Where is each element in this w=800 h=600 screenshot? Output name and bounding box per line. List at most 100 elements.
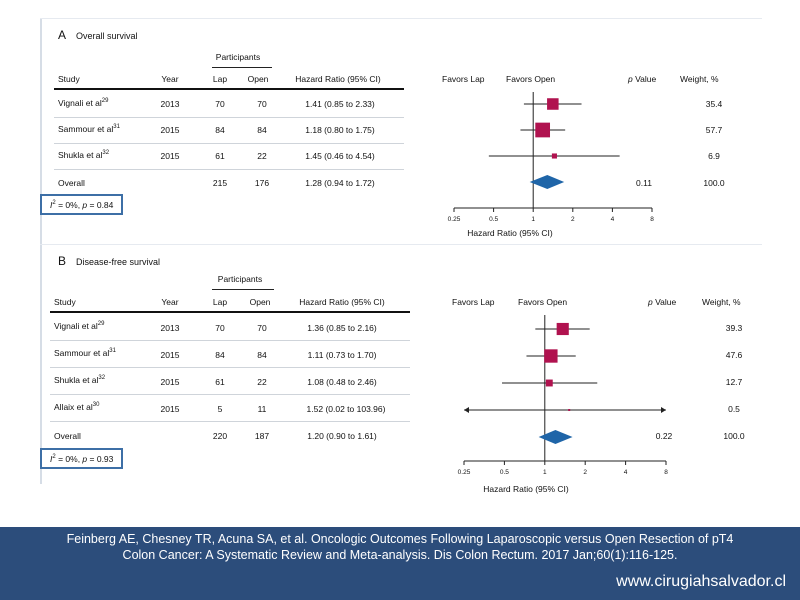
lap-cell: 84 bbox=[215, 125, 225, 135]
study-marker bbox=[556, 322, 569, 336]
row-rule bbox=[50, 340, 410, 341]
website-link[interactable]: www.cirugiahsalvador.cl bbox=[616, 573, 786, 590]
year-cell: 2015 bbox=[160, 350, 180, 360]
overall-weight: 100.0 bbox=[723, 431, 745, 441]
study-marker bbox=[568, 409, 571, 411]
panel-top-rule bbox=[40, 18, 762, 19]
open-cell: 22 bbox=[257, 151, 267, 161]
study-name-text: Allaix et al bbox=[54, 402, 93, 412]
open-header: Open bbox=[249, 297, 271, 307]
panel-letter: B bbox=[58, 254, 67, 268]
lap-cell: 84 bbox=[215, 350, 225, 360]
citation-footer: Feinberg AE, Chesney TR, Acuna SA, et al… bbox=[0, 527, 800, 600]
study-ref: 29 bbox=[97, 321, 105, 328]
year-header: Year bbox=[161, 74, 179, 84]
weight-cell: 39.3 bbox=[725, 323, 743, 333]
x-tick-label: 0.25 bbox=[448, 216, 461, 223]
study-marker bbox=[547, 98, 559, 110]
study-marker bbox=[544, 349, 558, 363]
ci-arrow-left bbox=[464, 407, 469, 413]
axis-label: Hazard Ratio (95% CI) bbox=[483, 484, 569, 494]
weight-cell: 47.6 bbox=[725, 350, 743, 360]
header-rule bbox=[50, 311, 410, 313]
x-tick-label: 1 bbox=[531, 216, 535, 223]
participants-header: Participants bbox=[215, 52, 261, 62]
row-rule bbox=[50, 394, 410, 395]
overall-lap: 215 bbox=[212, 178, 228, 188]
pvalue-header-italic: p bbox=[648, 297, 653, 307]
lap-cell: 5 bbox=[217, 404, 223, 414]
het-text: = 0%, bbox=[55, 454, 83, 464]
het-text: = 0%, bbox=[55, 200, 83, 210]
panel-letter: A bbox=[58, 28, 67, 42]
het-sup: 2 bbox=[52, 200, 56, 207]
row-rule bbox=[50, 421, 410, 422]
favors-open-label: Favors Open bbox=[518, 297, 568, 307]
het-i: I bbox=[50, 454, 53, 464]
year-cell: 2015 bbox=[160, 151, 180, 161]
open-cell: 22 bbox=[257, 377, 267, 387]
weight-cell: 35.4 bbox=[705, 99, 723, 109]
pvalue-header-italic: p bbox=[628, 74, 633, 84]
participants-underline bbox=[212, 67, 272, 68]
citation-text: Feinberg AE, Chesney TR, Acuna SA, et al… bbox=[66, 532, 734, 562]
year-header: Year bbox=[161, 297, 179, 307]
row-rule bbox=[50, 367, 410, 368]
overall-label: Overall bbox=[58, 178, 85, 188]
panel-title-text: Disease-free survival bbox=[76, 257, 161, 267]
year-cell: 2015 bbox=[160, 125, 180, 135]
open-header: Open bbox=[247, 74, 269, 84]
overall-diamond bbox=[538, 430, 573, 444]
hr-cell: 1.52 (0.02 to 103.96) bbox=[306, 404, 386, 414]
year-cell: 2015 bbox=[160, 377, 180, 387]
pvalue-header-rest: Value bbox=[652, 297, 677, 307]
study-header: Study bbox=[54, 297, 76, 307]
lap-cell: 70 bbox=[215, 323, 225, 333]
x-tick-label: 4 bbox=[611, 216, 615, 223]
row-rule bbox=[54, 169, 404, 170]
hr-cell: 1.18 (0.80 to 1.75) bbox=[305, 125, 375, 135]
overall-open: 176 bbox=[254, 178, 270, 188]
study-name-2: Shukla et al32 bbox=[54, 375, 105, 385]
weight-cell: 12.7 bbox=[725, 377, 743, 387]
favors-lap-label: Favors Lap bbox=[452, 297, 495, 307]
study-marker bbox=[535, 122, 551, 138]
year-cell: 2013 bbox=[160, 323, 180, 333]
panel-border bbox=[40, 244, 42, 484]
panel-title: A Overall survival bbox=[58, 28, 138, 42]
hr-cell: 1.41 (0.85 to 2.33) bbox=[305, 99, 375, 109]
study-ref: 32 bbox=[98, 375, 106, 382]
favors-lap-label: Favors Lap bbox=[442, 74, 485, 84]
weight-header: Weight, % bbox=[680, 74, 719, 84]
study-marker bbox=[545, 379, 553, 387]
overall-weight: 100.0 bbox=[703, 178, 725, 188]
x-tick-label: 2 bbox=[571, 216, 575, 223]
study-name-text: Sammour et al bbox=[58, 124, 114, 134]
panel-title-text: Overall survival bbox=[76, 31, 138, 41]
het-p: p bbox=[82, 454, 88, 464]
panel-border bbox=[40, 18, 42, 258]
pvalue-header-rest: Value bbox=[632, 74, 657, 84]
panel-disease-free-survival: B Disease-free survival Participants Stud… bbox=[40, 244, 762, 494]
study-name-3: Allaix et al30 bbox=[54, 402, 99, 412]
study-header: Study bbox=[58, 74, 80, 84]
open-cell: 70 bbox=[257, 99, 267, 109]
heterogeneity-box: I2 = 0%, p = 0.93 bbox=[40, 448, 124, 469]
overall-pvalue: 0.11 bbox=[636, 178, 652, 188]
favors-open-label: Favors Open bbox=[506, 74, 556, 84]
open-cell: 70 bbox=[257, 323, 267, 333]
overall-diamond bbox=[529, 175, 565, 189]
study-name-text: Shukla et al bbox=[54, 375, 99, 385]
study-ref: 32 bbox=[102, 150, 110, 157]
panel-title: B Disease-free survival bbox=[58, 254, 160, 268]
open-cell: 84 bbox=[257, 350, 267, 360]
study-ref: 30 bbox=[92, 402, 100, 409]
study-name-text: Vignali et al bbox=[54, 321, 98, 331]
row-rule bbox=[54, 143, 404, 144]
axis-label: Hazard Ratio (95% CI) bbox=[467, 228, 553, 238]
study-marker bbox=[551, 153, 557, 159]
overall-open: 187 bbox=[254, 431, 270, 441]
pvalue-header: p Value bbox=[648, 297, 676, 307]
hr-cell: 1.08 (0.48 to 2.46) bbox=[307, 377, 377, 387]
